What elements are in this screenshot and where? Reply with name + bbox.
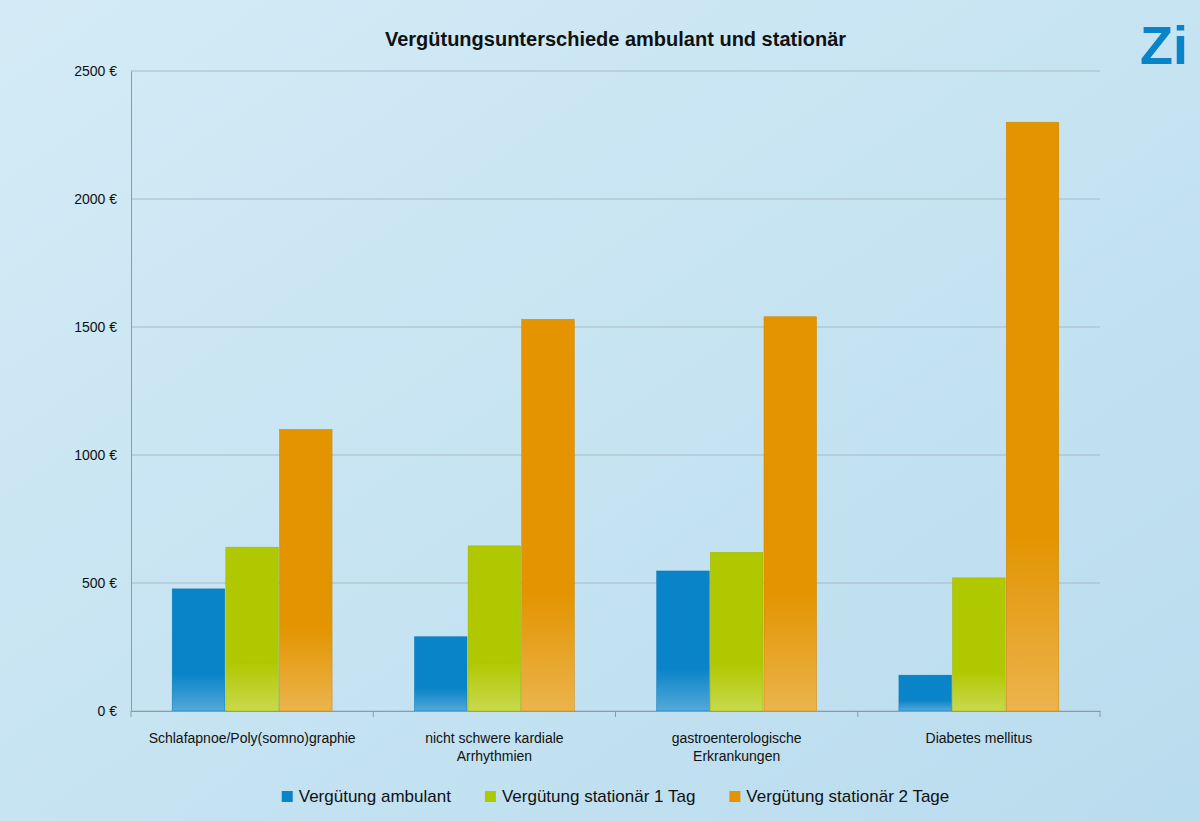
group-separator [857, 711, 858, 717]
series [279, 122, 1058, 711]
x-axis: Schlafapnoe/Poly(somno)graphie nicht schw… [131, 711, 1101, 764]
y-tick-label: 0 € [98, 703, 118, 719]
bar [1006, 122, 1059, 711]
legend-swatch [485, 791, 496, 802]
bar [468, 546, 521, 711]
y-tick: 1500 € [74, 319, 131, 335]
legend-label: Vergütung stationär 2 Tage [746, 787, 949, 806]
y-tick-label: 1500 € [74, 319, 117, 335]
y-tick: 2500 € [74, 63, 131, 79]
y-tick-label: 2000 € [74, 191, 117, 207]
series [226, 546, 1005, 711]
chart: Vergütungsunterschiede ambulant und stat… [0, 0, 1200, 821]
x-tick-label: Schlafapnoe/Poly(somno)graphie [149, 730, 356, 746]
legend: Vergütung ambulant Vergütung stationär 1 … [282, 787, 950, 806]
title: Vergütungsunterschiede ambulant und stat… [385, 28, 846, 50]
group-separator [373, 711, 374, 717]
legend-item: Vergütung stationär 2 Tage [729, 787, 949, 806]
grid [131, 71, 1100, 711]
legend-item: Vergütung ambulant [282, 787, 451, 806]
legend-swatch [282, 791, 293, 802]
legend-label: Vergütung stationär 1 Tag [502, 787, 695, 806]
legend-label: Vergütung ambulant [299, 787, 451, 806]
bar [279, 429, 332, 711]
y-tick: 1000 € [74, 447, 131, 463]
legend-item: Vergütung stationär 1 Tag [485, 787, 695, 806]
x-tick-label: gastroenterologischeErkrankungen [672, 730, 802, 764]
grid-line [131, 71, 1100, 72]
bar [172, 589, 225, 711]
y-tick: 500 € [82, 575, 131, 591]
x-tick: gastroenterologischeErkrankungen [672, 711, 802, 764]
group-separator [1100, 711, 1101, 717]
y-tick: 2000 € [74, 191, 131, 207]
x-tick: Schlafapnoe/Poly(somno)graphie [149, 711, 356, 746]
bar [414, 637, 467, 711]
x-tick-label: Diabetes mellitus [926, 730, 1033, 746]
plot-area: 0 € 500 € 1000 € 1500 € 2000 € 2500 € Schlafap… [74, 63, 1100, 764]
x-tick: Diabetes mellitus [926, 711, 1033, 746]
grid-line [131, 455, 1100, 456]
bar [953, 578, 1006, 711]
grid-line [131, 199, 1100, 200]
legend-swatch [729, 791, 740, 802]
bar [522, 319, 575, 711]
logo: Zi [1140, 15, 1188, 75]
y-tick-label: 1000 € [74, 447, 117, 463]
bar [764, 317, 817, 711]
bar [899, 675, 952, 711]
y-tick: 0 € [98, 703, 131, 719]
bar [226, 547, 279, 711]
grid-line [131, 327, 1100, 328]
y-tick-label: 2500 € [74, 63, 117, 79]
y-axis-line [131, 72, 132, 712]
background [0, 0, 1200, 821]
bar [657, 571, 710, 711]
bar [710, 552, 763, 711]
group-separator [615, 711, 616, 717]
group-separator [131, 711, 132, 717]
y-tick-label: 500 € [82, 575, 117, 591]
x-tick: nicht schwere kardialeArrhythmien [425, 711, 564, 764]
x-tick-label: nicht schwere kardialeArrhythmien [425, 730, 564, 764]
y-axis: 0 € 500 € 1000 € 1500 € 2000 € 2500 € [74, 63, 131, 719]
bars [172, 122, 1059, 711]
